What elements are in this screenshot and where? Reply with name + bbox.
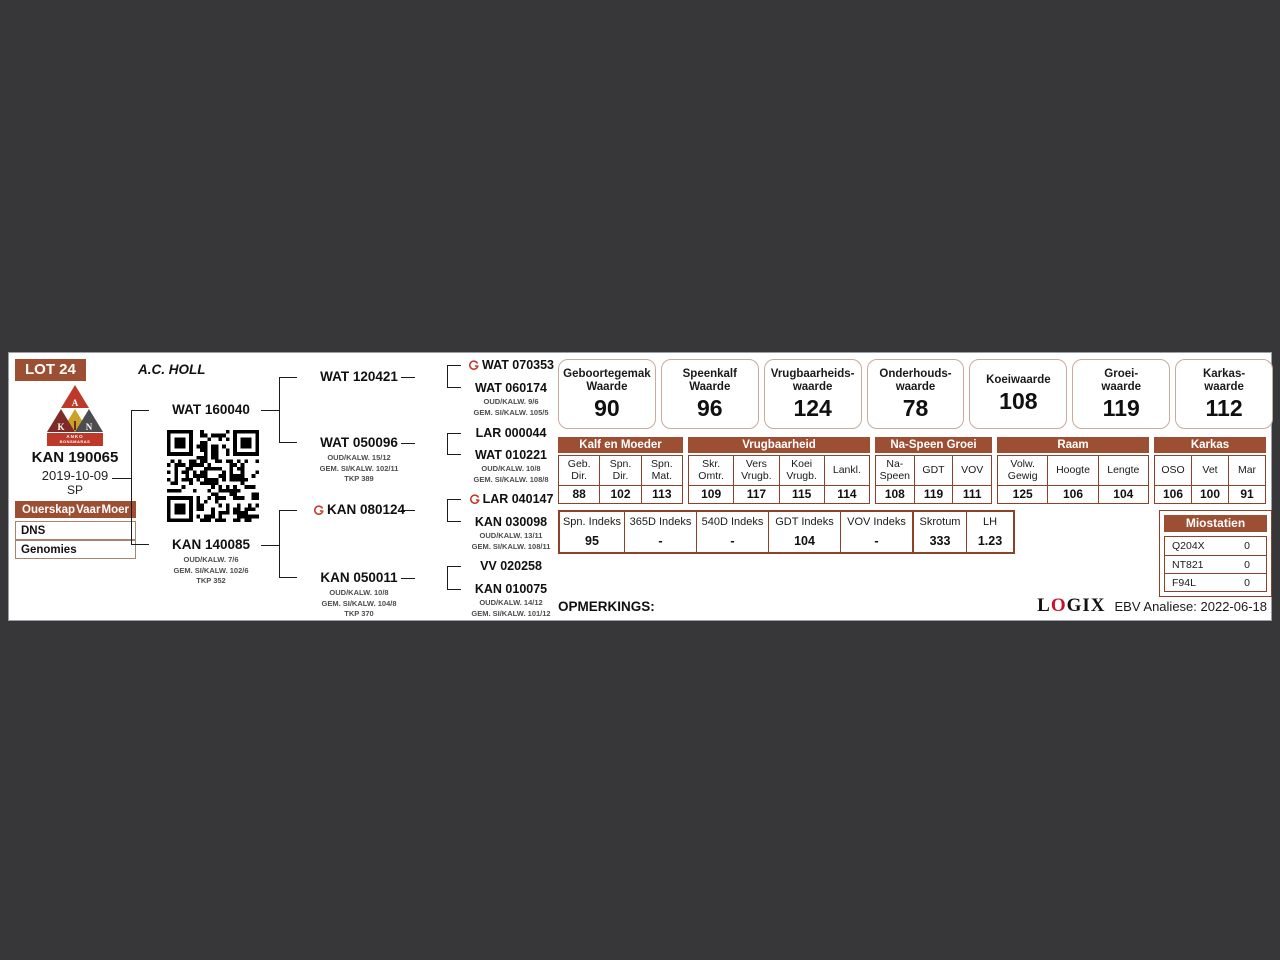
pedigree-node-gen3-2: WAT 060174 OUD/KALW. 9/6 GEM. SI/KALW. 1… <box>473 381 549 417</box>
pedigree-bracket-gen1 <box>131 410 149 545</box>
pedigree-node-sire: WAT 160040 <box>172 402 250 417</box>
pedigree-bracket-gen3-3 <box>447 499 461 522</box>
logo-banner-line2: BONSMARAS <box>59 439 91 444</box>
catalog-card: LOT 24 A.C. HOLL A K N ANKO BONSMARAS KA… <box>8 352 1274 621</box>
pedigree-node-gen3-6: KAN 030098 OUD/KALW. 13/11 GEM. SI/KALW.… <box>471 515 551 551</box>
ebv-group-karkas: Karkas OSO 106 Vet 100 Mar 91 <box>1154 437 1266 504</box>
pedigree-node-gen3-8: KAN 010075 OUD/KALW. 14/12 GEM. SI/KALW.… <box>471 582 551 618</box>
ebv-group-kalf-en-moeder: Kalf en Moeder Geb. Dir. 88 Spn. Dir. 102 … <box>558 437 683 504</box>
miostatien-title: Miostatien <box>1164 515 1267 532</box>
pedigree-node-gen3-7: VV 020258 <box>480 559 542 573</box>
parentage-col-moer: Moer <box>101 503 129 516</box>
animal-id: KAN 190065 <box>31 449 119 466</box>
pedigree-line <box>261 545 279 546</box>
pedigree-bracket-dam <box>279 510 297 578</box>
ebv-group-raam: Raam Volw. Gewig 125 Hoogte 106 Lengte 104 <box>997 437 1149 504</box>
ebv-table: Kalf en Moeder Geb. Dir. 88 Spn. Dir. 102 … <box>558 437 1273 504</box>
bonsmara-brand-icon <box>469 494 480 504</box>
pedigree-line <box>401 510 415 511</box>
pedigree-node-gen2-4: KAN 050011 OUD/KALW. 10/8 GEM. SI/KALW. … <box>320 570 398 618</box>
miostatien-row: NT821 0 <box>1165 555 1266 573</box>
pedigree-node-gen2-3: KAN 080124 <box>304 501 414 519</box>
pedigree-node-gen2-2: WAT 050096 OUD/KALW. 15/12 GEM. SI/KALW.… <box>319 435 399 483</box>
logo-triangle-a: A <box>61 385 89 408</box>
value-box-koeiwaarde: Koeiwaarde 108 <box>969 359 1068 429</box>
anko-bonsmaras-logo: A K N ANKO BONSMARAS <box>47 385 103 449</box>
breeder-name: A.C. HOLL <box>138 362 206 377</box>
logix-logo: LOGIX <box>1037 595 1106 616</box>
value-box-geboortegemak: Geboortegemak Waarde 90 <box>558 359 656 429</box>
birth-date: 2019-10-09 <box>41 468 109 483</box>
miostatien-panel: Miostatien Q204X 0 NT821 0 F94L 0 <box>1159 510 1272 597</box>
logo-emblem <box>74 421 76 430</box>
pedigree-bracket-gen3-2 <box>447 433 461 455</box>
pedigree-node-gen3-4: WAT 010221 OUD/KALW. 10/8 GEM. SI/KALW. … <box>473 448 549 484</box>
lot-badge: LOT 24 <box>15 359 86 381</box>
value-box-vrugbaarheid: Vrugbaarheids- waarde 124 <box>763 359 862 429</box>
pedigree-node-gen3-3: LAR 000044 <box>475 426 547 440</box>
footer-right: LOGIX EBV Analiese: 2022-06-18 <box>1037 595 1267 617</box>
parentage-row-genomies: Genomies <box>15 540 136 559</box>
pedigree-bracket-sire <box>279 377 297 443</box>
value-box-karkas: Karkas- waarde 112 <box>1175 359 1274 429</box>
pedigree-line <box>261 410 279 411</box>
ebv-group-na-speen-groei: Na-Speen Groei Na- Speen 108 GDT 119 VOV 11… <box>875 437 992 504</box>
value-box-speenkalf: Speenkalf Waarde 96 <box>660 359 759 429</box>
qr-code <box>164 430 262 522</box>
logix-o-mark: O <box>1050 595 1067 616</box>
ebv-group-vrugbaarheid: Vrugbaarheid Skr. Omtr. 109 Vers Vrugb. 11… <box>688 437 870 504</box>
parentage-col-vaar: Vaar <box>76 503 101 516</box>
pedigree-node-dam: KAN 140085 OUD/KALW. 7/6 GEM. SI/KALW. 1… <box>171 537 251 585</box>
logo-banner: ANKO BONSMARAS <box>47 433 103 446</box>
parentage-col-ouerskap: Ouerskap <box>22 503 76 516</box>
value-box-onderhoud: Onderhouds- waarde 78 <box>866 359 965 429</box>
parentage-header: Ouerskap Vaar Moer <box>15 501 136 518</box>
value-boxes: Geboortegemak Waarde 90 Speenkalf Waarde… <box>558 359 1274 429</box>
bonsmara-brand-icon <box>314 504 324 515</box>
pedigree-line <box>401 443 415 444</box>
pedigree-line <box>112 478 131 479</box>
index-table: Spn. Indeks 95 365D Indeks - 540D Indeks - … <box>558 510 1015 554</box>
bonsmara-brand-icon <box>469 360 479 370</box>
value-box-groei: Groei- waarde 119 <box>1072 359 1171 429</box>
pedigree-line <box>401 377 415 378</box>
miostatien-row: F94L 0 <box>1165 573 1266 591</box>
pedigree-bracket-gen3-4 <box>447 566 461 590</box>
pedigree-node-gen3-5: LAR 040147 <box>461 492 561 507</box>
miostatien-row: Q204X 0 <box>1172 540 1250 552</box>
herd-code: SP <box>66 483 83 497</box>
pedigree-node-gen3-1: WAT 070353 <box>461 358 561 373</box>
pedigree-bracket-gen3-1 <box>447 365 461 388</box>
parentage-row-dns: DNS <box>15 521 136 540</box>
opmerkings-label: OPMERKINGS: <box>558 599 655 614</box>
ebv-analysis-date: EBV Analiese: 2022-06-18 <box>1114 598 1268 614</box>
pedigree-line <box>401 578 415 579</box>
pedigree-node-gen2-1: WAT 120421 <box>320 369 398 384</box>
logo-banner-line1: ANKO <box>66 434 84 439</box>
